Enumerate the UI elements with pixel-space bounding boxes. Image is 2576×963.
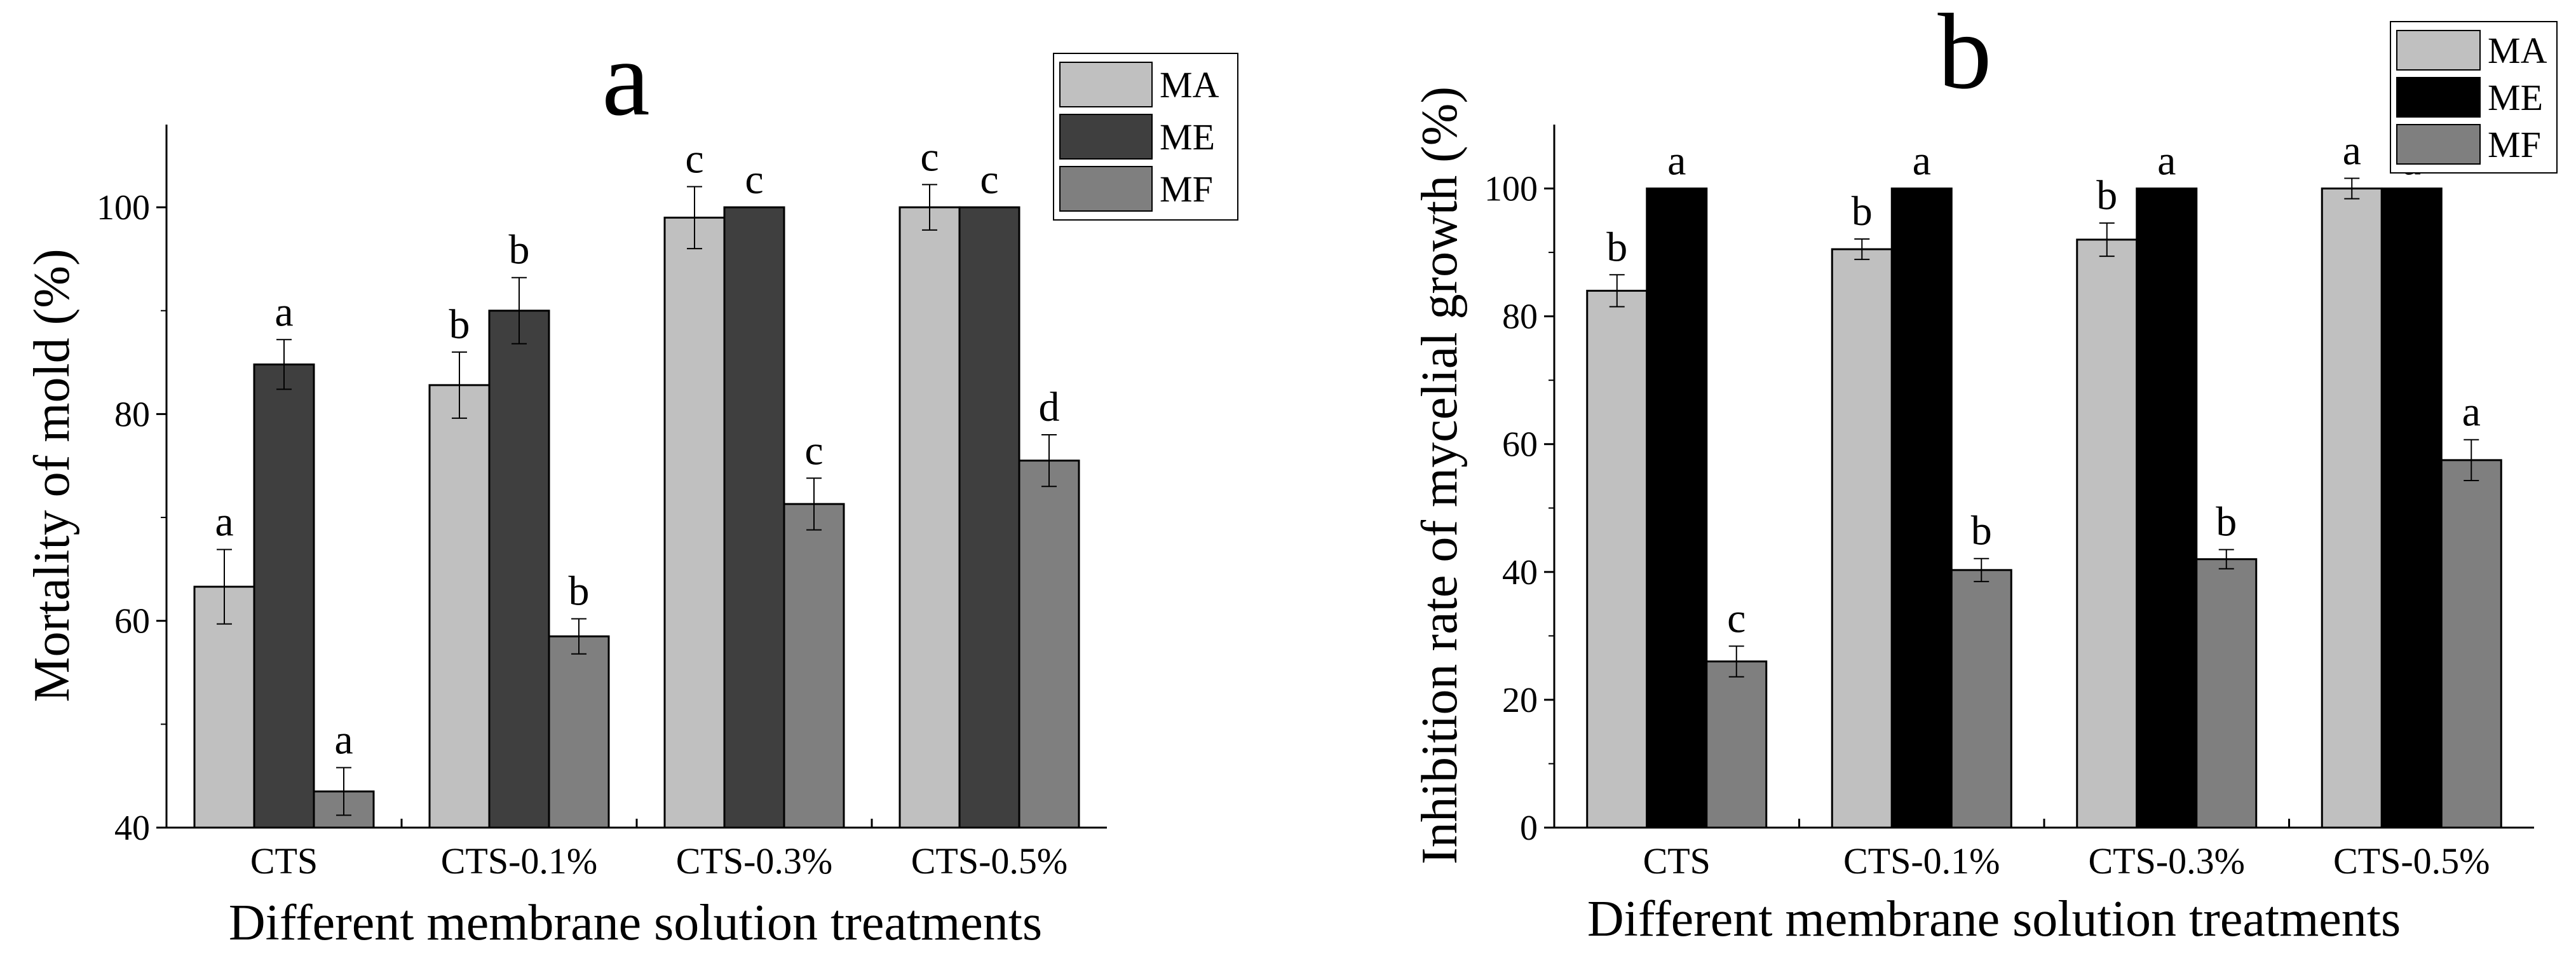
panel-a-legend-label-ma: MA: [1160, 64, 1219, 106]
panel-a-ytick-label: 40: [114, 809, 150, 848]
panel-b-bar-me: [2380, 188, 2443, 829]
panel-a-xlabel: Different membrane solution treatments: [229, 895, 1042, 951]
panel-b-ytick-label: 80: [1502, 297, 1538, 337]
panel-b-significance-letter: a: [2157, 138, 2176, 184]
panel-b-ytick-label: 40: [1502, 553, 1538, 592]
panel-a-bar-ma: [663, 216, 726, 829]
panel-b-label: b: [1938, 0, 1992, 111]
panel-b-ytick-label: 60: [1502, 425, 1538, 465]
panel-b-bar-mf: [1950, 569, 2012, 829]
panel-a-legend: MA ME MF: [1053, 53, 1238, 221]
panel-b-legend-swatch-me: [2396, 77, 2481, 118]
panel-a-bar-me: [253, 363, 315, 829]
panel-b-significance-letter: c: [1727, 595, 1746, 641]
panel-b-ytick-label: 20: [1502, 681, 1538, 720]
panel-a-ytick-label: 100: [97, 188, 150, 228]
panel-b-significance-letter: b: [1606, 224, 1627, 270]
panel-b-bar-me: [1890, 188, 1953, 829]
panel-b-category-label: CTS-0.1%: [1843, 840, 2000, 882]
panel-b-significance-letter: a: [2343, 127, 2361, 174]
panel-a-category-label: CTS-0.3%: [676, 840, 833, 882]
panel-b-legend-label-mf: MF: [2488, 124, 2541, 165]
panel-b-bar-ma: [1586, 289, 1648, 829]
panel-b-significance-letter: b: [2096, 172, 2117, 219]
panel-a-ytick-label: 80: [114, 395, 150, 434]
panel-a-legend-swatch-me: [1059, 114, 1153, 160]
panel-b-ytick-label: 100: [1484, 170, 1538, 209]
panel-b-category-label: CTS: [1643, 840, 1711, 882]
panel-a-category-label: CTS-0.5%: [911, 840, 1068, 882]
panel-a-significance-letter: b: [449, 301, 470, 348]
panel-a-bar-mf: [548, 635, 610, 829]
panel-a-significance-letter: b: [569, 568, 590, 614]
panel-a-legend-label-mf: MF: [1160, 168, 1213, 210]
panel-a-bar-me: [723, 206, 785, 829]
panel-b-ytick-label: 0: [1520, 809, 1538, 848]
panel-a-significance-letter: c: [685, 136, 703, 182]
panel-b-legend-label-me: ME: [2488, 77, 2543, 118]
panel-a-label: a: [602, 18, 649, 138]
panel-b-bar-me: [2136, 188, 2198, 829]
panel-b-legend-label-ma: MA: [2488, 30, 2547, 71]
panel-a-bar-mf: [783, 503, 845, 829]
panel-a-bar-ma: [898, 206, 961, 829]
panel-a-bar-me: [958, 206, 1020, 829]
panel-b-category-label: CTS-0.5%: [2333, 840, 2490, 882]
panel-b-significance-letter: a: [1913, 138, 1931, 184]
panel-a-significance-letter: c: [980, 156, 998, 203]
panel-a-legend-label-me: ME: [1160, 116, 1215, 158]
panel-b-xlabel: Different membrane solution treatments: [1587, 891, 2401, 947]
panel-a-significance-letter: a: [275, 289, 293, 335]
panel-a-legend-swatch-ma: [1059, 62, 1153, 107]
panel-a-significance-letter: a: [334, 717, 353, 763]
panel-a-significance-letter: a: [215, 498, 233, 545]
panel-b-bar-mf: [2440, 459, 2502, 829]
panel-a-significance-letter: b: [509, 227, 530, 273]
panel-a-significance-letter: d: [1039, 384, 1060, 430]
panel-a-legend-swatch-mf: [1059, 166, 1153, 212]
panel-b-category-label: CTS-0.3%: [2089, 840, 2246, 882]
panel-b-bar-mf: [2195, 558, 2258, 829]
chart-panel-b: b Different membrane solution treatments…: [1412, 0, 2558, 947]
panel-a-ylabel: Mortality of mold (%): [24, 249, 80, 702]
panel-a-bar-me: [488, 310, 550, 829]
panel-b-bar-ma: [1831, 248, 1893, 829]
panel-b-bar-mf: [1705, 660, 1768, 829]
panel-a-bar-ma: [428, 384, 491, 829]
panel-a-significance-letter: c: [745, 156, 763, 203]
panel-a-significance-letter: c: [920, 133, 939, 180]
chart-panel-a: a Different membrane solution treatments…: [24, 18, 1238, 951]
panel-b-significance-letter: a: [1667, 138, 1686, 184]
panel-b-legend-swatch-mf: [2396, 124, 2481, 165]
panel-a-ytick-label: 60: [114, 602, 150, 641]
panel-b-significance-letter: b: [1971, 508, 1992, 554]
panel-a-significance-letter: c: [804, 427, 823, 474]
panel-b-bar-ma: [2076, 238, 2138, 829]
panel-b-significance-letter: b: [2216, 499, 2237, 545]
panel-b-bar-me: [1646, 188, 1708, 829]
panel-a-category-label: CTS-0.1%: [441, 840, 598, 882]
panel-a-bar-mf: [1018, 460, 1080, 829]
panel-b-legend: MA ME MF: [2390, 21, 2558, 174]
panel-b-significance-letter: a: [2462, 389, 2481, 435]
panel-b-bar-ma: [2321, 188, 2383, 829]
panel-a-category-label: CTS: [250, 840, 318, 882]
panel-b-significance-letter: b: [1852, 188, 1873, 235]
panel-b-legend-swatch-ma: [2396, 30, 2481, 71]
panel-b-ylabel: Inhibition rate of mycelial growth (%): [1412, 86, 1468, 864]
